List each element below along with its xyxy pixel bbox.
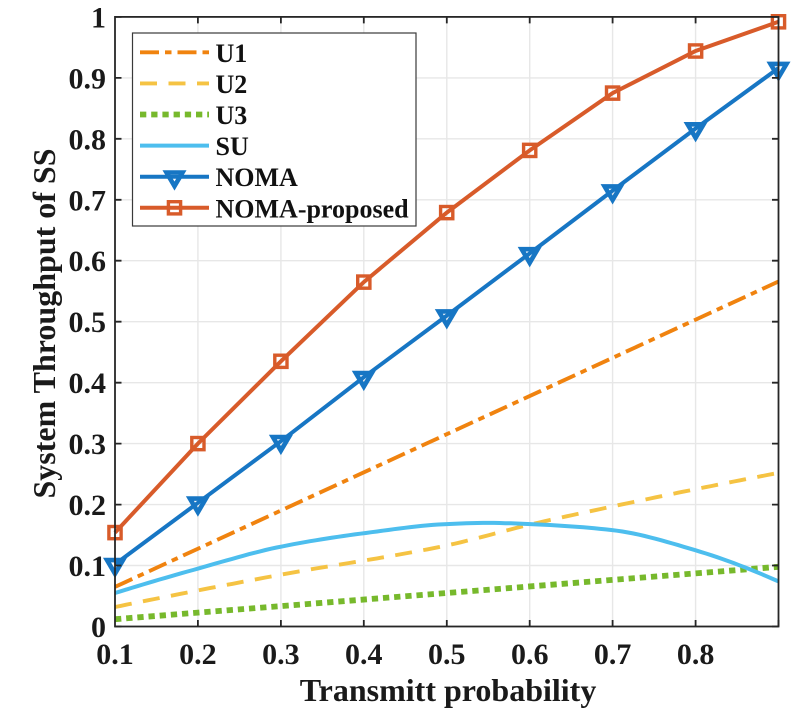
svg-text:Transmitt probability: Transmitt probability — [300, 672, 597, 708]
svg-text:U2: U2 — [216, 70, 248, 99]
svg-text:0.6: 0.6 — [511, 638, 549, 671]
svg-text:0.8: 0.8 — [69, 123, 107, 156]
svg-text:1: 1 — [91, 1, 106, 34]
svg-text:0.5: 0.5 — [428, 638, 466, 671]
svg-text:0.4: 0.4 — [69, 367, 107, 400]
svg-text:0.7: 0.7 — [594, 638, 632, 671]
svg-text:U3: U3 — [216, 101, 248, 130]
svg-text:0.1: 0.1 — [69, 550, 107, 583]
svg-text:0.7: 0.7 — [69, 184, 107, 217]
svg-text:0: 0 — [91, 611, 106, 644]
svg-text:0.4: 0.4 — [345, 638, 383, 671]
svg-text:U1: U1 — [216, 39, 248, 68]
svg-text:0.2: 0.2 — [69, 489, 107, 522]
svg-text:NOMA: NOMA — [216, 163, 299, 192]
svg-text:0.8: 0.8 — [677, 638, 715, 671]
svg-text:0.3: 0.3 — [262, 638, 300, 671]
svg-text:0.2: 0.2 — [179, 638, 217, 671]
svg-text:0.5: 0.5 — [69, 306, 107, 339]
svg-text:0.3: 0.3 — [69, 428, 107, 461]
svg-text:0.1: 0.1 — [96, 638, 134, 671]
svg-text:SU: SU — [216, 132, 249, 161]
svg-text:0.9: 0.9 — [69, 62, 107, 95]
svg-text:0.6: 0.6 — [69, 245, 107, 278]
svg-text:System Throughput of SS: System Throughput of SS — [26, 148, 62, 498]
svg-text:NOMA-proposed: NOMA-proposed — [216, 194, 410, 223]
